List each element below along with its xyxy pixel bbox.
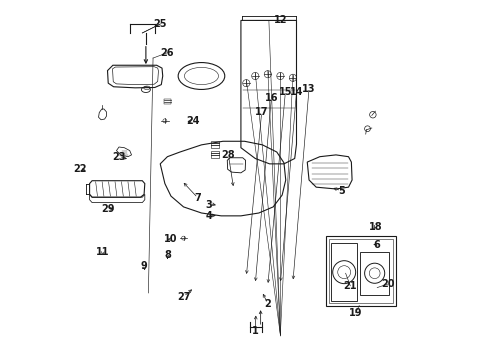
Text: 28: 28 — [221, 150, 235, 160]
Text: 21: 21 — [343, 281, 356, 291]
Text: 10: 10 — [164, 234, 177, 244]
Text: 16: 16 — [264, 93, 278, 103]
Text: 4: 4 — [205, 211, 212, 221]
Text: 6: 6 — [373, 239, 380, 249]
Text: 20: 20 — [381, 279, 394, 289]
Text: 5: 5 — [337, 186, 344, 196]
Text: 25: 25 — [153, 19, 166, 29]
Text: 2: 2 — [264, 299, 271, 309]
Bar — [325, 236, 395, 306]
Text: 11: 11 — [96, 247, 109, 257]
Text: 29: 29 — [102, 204, 115, 214]
Text: 3: 3 — [205, 200, 212, 210]
Text: 23: 23 — [112, 152, 125, 162]
Text: 17: 17 — [254, 107, 268, 117]
Text: 22: 22 — [73, 164, 86, 174]
Text: 26: 26 — [161, 48, 174, 58]
Text: 18: 18 — [368, 222, 382, 231]
Text: 7: 7 — [194, 193, 201, 203]
Text: 8: 8 — [163, 250, 170, 260]
Text: 14: 14 — [289, 87, 303, 97]
Bar — [359, 252, 388, 295]
Bar — [330, 243, 357, 301]
Text: 15: 15 — [278, 87, 291, 97]
Text: 24: 24 — [185, 116, 199, 126]
Text: 12: 12 — [273, 15, 286, 26]
Text: 19: 19 — [348, 308, 362, 318]
Text: 9: 9 — [141, 261, 147, 271]
Text: 27: 27 — [177, 292, 190, 302]
Text: 1: 1 — [251, 325, 258, 336]
Bar — [328, 239, 392, 303]
Text: 13: 13 — [302, 84, 315, 94]
